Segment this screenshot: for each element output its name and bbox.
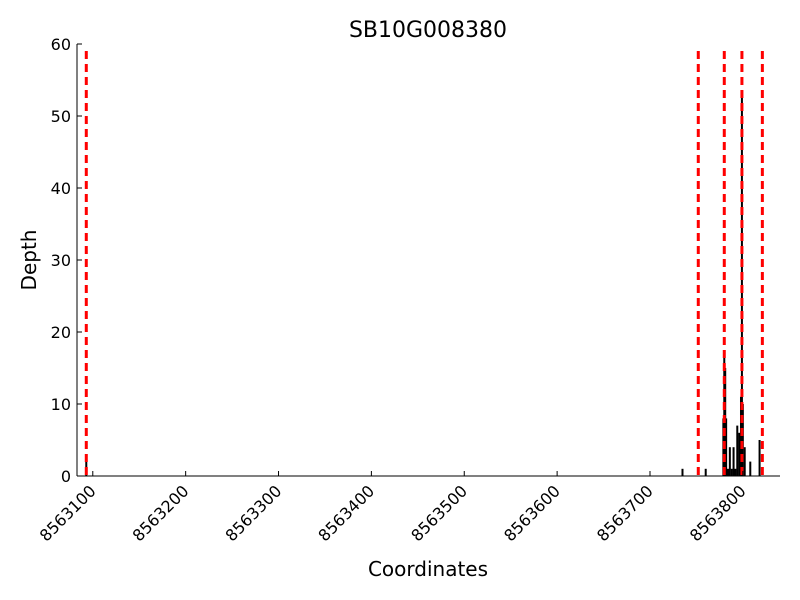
x-tick-label: 8563600 xyxy=(500,481,564,545)
y-tick-label: 40 xyxy=(51,179,71,198)
x-tick-label: 8563500 xyxy=(407,481,471,545)
x-tick-label: 8563100 xyxy=(36,481,100,545)
depth-bar xyxy=(743,447,746,476)
depth-bar xyxy=(725,418,728,476)
depth-bar xyxy=(681,468,684,476)
depth-bar xyxy=(741,404,744,476)
chart-title: SB10G008380 xyxy=(349,18,507,43)
x-tick-label: 8563400 xyxy=(314,481,378,545)
x-tick-label: 8563700 xyxy=(593,481,657,545)
y-tick-label: 0 xyxy=(61,467,71,486)
axis-ticks: 0 10 20 30 40 50 60 8563100 8563200 8563300 856340… xyxy=(36,35,750,545)
depth-bar xyxy=(730,468,733,476)
depth-bar xyxy=(732,447,735,476)
depth-bar xyxy=(738,432,741,476)
x-tick-label: 8563300 xyxy=(222,481,286,545)
depth-bar xyxy=(704,468,707,476)
y-tick-label: 60 xyxy=(51,35,71,54)
depth-bar xyxy=(728,447,731,476)
y-axis-label: Depth xyxy=(17,230,41,291)
depth-bar xyxy=(734,468,737,476)
x-tick-label: 8563200 xyxy=(129,481,193,545)
plot-area xyxy=(76,44,780,477)
y-tick-label: 10 xyxy=(51,395,71,414)
depth-bar xyxy=(749,461,752,476)
depth-bar xyxy=(758,440,761,476)
x-axis-label: Coordinates xyxy=(368,557,488,581)
y-tick-label: 50 xyxy=(51,107,71,126)
y-tick-label: 20 xyxy=(51,323,71,342)
depth-bar xyxy=(726,468,729,476)
x-tick-label: 8563800 xyxy=(686,481,750,545)
y-tick-label: 30 xyxy=(51,251,71,270)
depth-bar xyxy=(736,425,739,476)
